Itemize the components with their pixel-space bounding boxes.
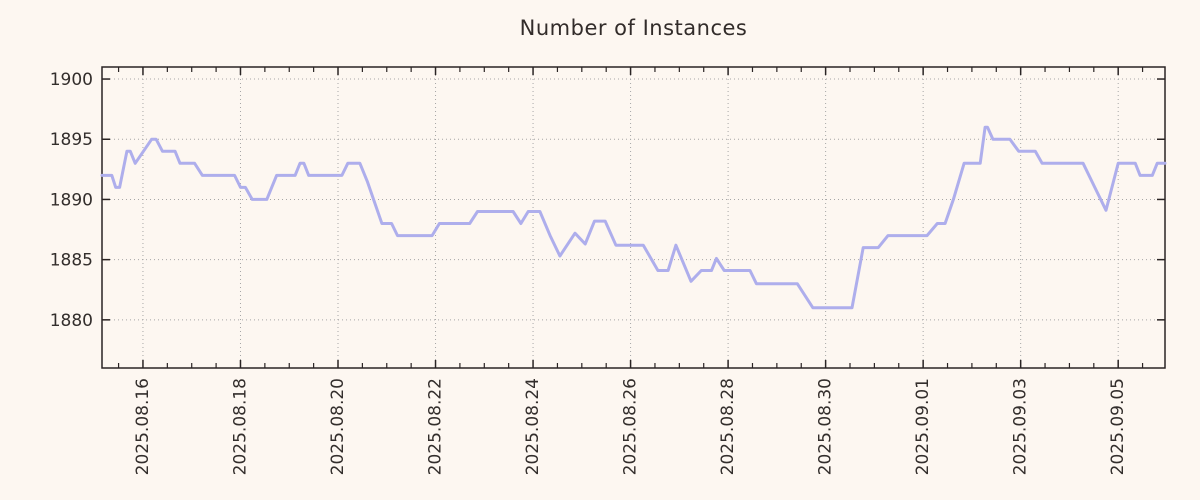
y-tick-label: 1880 [50, 311, 93, 331]
x-tick-label: 2025.08.30 [816, 378, 836, 475]
x-tick-label: 2025.08.16 [133, 378, 153, 475]
x-tick-label: 2025.08.26 [621, 378, 641, 475]
x-tick-label: 2025.08.22 [426, 378, 446, 475]
y-tick-label: 1900 [50, 70, 93, 90]
grid-lines [102, 67, 1165, 368]
series-lines [100, 125, 1167, 310]
x-tick-label: 2025.08.24 [523, 378, 543, 475]
chart-title: Number of Instances [519, 16, 748, 40]
x-tick-label: 2025.09.05 [1108, 378, 1128, 475]
x-tick-label: 2025.09.01 [913, 378, 933, 475]
x-tick-label: 2025.09.03 [1011, 378, 1031, 475]
x-tick-label: 2025.08.18 [230, 378, 250, 475]
y-tick-label: 1890 [50, 190, 93, 210]
axes [101, 66, 1166, 369]
x-tick-label: 2025.08.28 [718, 378, 738, 475]
y-tick-label: 1895 [50, 130, 93, 150]
plot-border [101, 66, 1166, 369]
x-tick-label: 2025.08.20 [328, 378, 348, 475]
y-tick-label: 1885 [50, 251, 93, 271]
axis-labels: 1880 1885 1890 1895 1900 2025.08.16 2025.08.18… [50, 70, 1128, 475]
series-line-instances [100, 125, 1167, 310]
